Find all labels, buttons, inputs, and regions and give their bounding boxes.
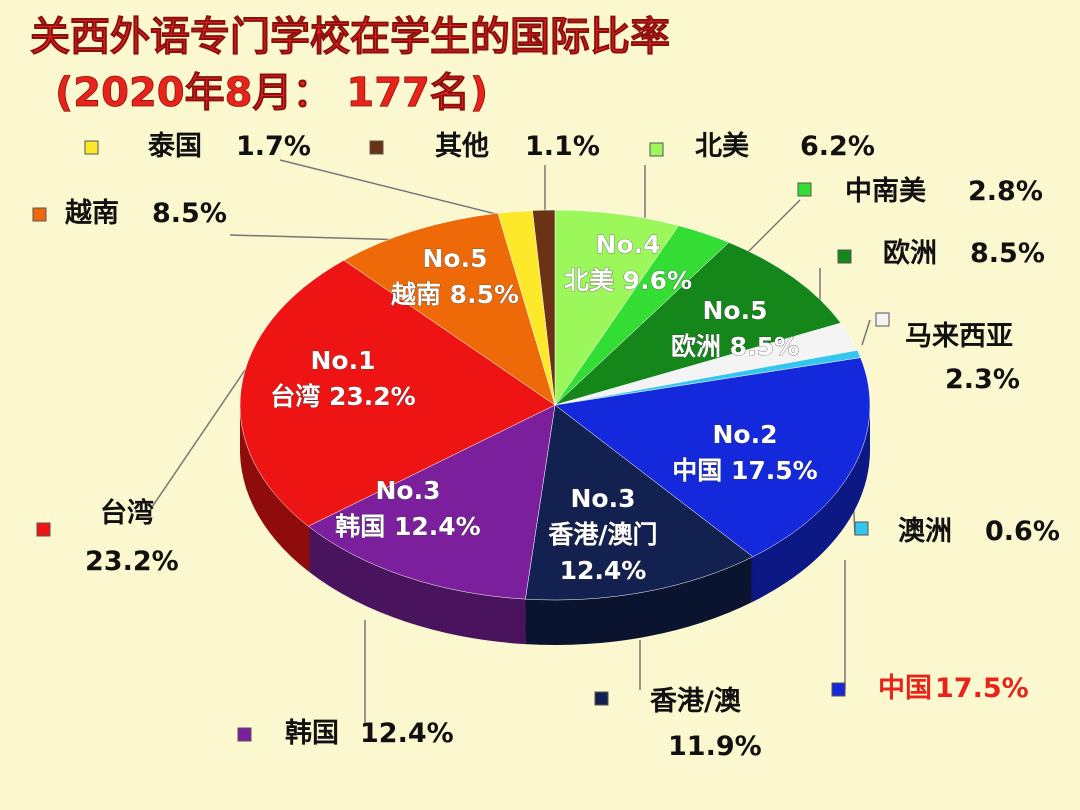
slice-value-label: 17.5% — [935, 673, 1029, 704]
inner-label: No.2 — [713, 420, 778, 449]
legend-marker — [649, 142, 664, 157]
inner-label: 台湾 23.2% — [270, 382, 415, 411]
slice-label: 中南美 — [845, 175, 926, 207]
slice-label: 越南 — [65, 198, 119, 229]
slice-label: 欧洲 — [883, 238, 937, 269]
inner-label: No.5 — [423, 244, 488, 273]
slice — [239, 259, 556, 527]
legend-marker — [797, 182, 812, 197]
slice — [554, 357, 871, 558]
slice — [554, 242, 842, 406]
slice-value-label: 6.2% — [800, 131, 875, 162]
legend-marker — [237, 727, 252, 742]
slice-value-label: 8.5% — [152, 198, 227, 229]
slice — [307, 404, 556, 600]
pie — [239, 209, 871, 645]
inner-label: No.1 — [311, 346, 376, 375]
inner-label: No.3 — [376, 476, 441, 505]
legend-marker — [36, 522, 51, 537]
slice-value-label: 11.9% — [668, 731, 762, 762]
slice-label: 中国 — [878, 673, 932, 704]
slice-value-label: 0.6% — [985, 516, 1060, 547]
slice-label: 台湾 — [100, 497, 154, 529]
slice-label: 北美 — [695, 130, 749, 162]
slice-value-label: 2.8% — [968, 176, 1043, 207]
chart-subtitle: (2020年8月： 177名) — [55, 70, 488, 116]
legend-marker — [32, 207, 47, 222]
inner-label: 韩国 12.4% — [335, 512, 480, 541]
slice — [525, 404, 754, 601]
inner-label: 香港/澳门 — [548, 520, 657, 549]
slice-label: 澳洲 — [898, 516, 952, 547]
slice — [554, 209, 679, 406]
slice — [343, 212, 556, 406]
slice-value-label: 8.5% — [970, 238, 1045, 269]
slice-value-label: 23.2% — [85, 546, 179, 577]
slice-value-label: 12.4% — [360, 718, 454, 749]
legend-marker — [875, 312, 890, 327]
slice-value-label: 1.7% — [236, 131, 311, 162]
inner-label: 北美 9.6% — [564, 266, 692, 295]
slice-label: 韩国 — [285, 718, 339, 749]
inner-label: 中国 17.5% — [672, 456, 817, 485]
slice-label: 泰国 — [148, 131, 202, 162]
slice-label: 马来西亚 — [905, 321, 1013, 352]
legend-marker — [84, 140, 99, 155]
slice-value-label: 1.1% — [525, 131, 600, 162]
legend-marker — [854, 521, 869, 536]
inner-label: 12.4% — [560, 556, 647, 585]
legend-marker — [594, 691, 609, 706]
legend-marker — [831, 682, 846, 697]
chart-title: 关西外语专门学校在学生的国际比率 — [30, 14, 670, 60]
slice — [532, 209, 556, 406]
inner-label: 越南 8.5% — [391, 280, 519, 309]
legend-marker — [837, 249, 852, 264]
slice-label: 其他 — [435, 131, 489, 162]
slice-label: 香港/澳 — [650, 686, 742, 717]
inner-label: No.5 — [703, 296, 768, 325]
slice-value-label: 2.3% — [945, 364, 1020, 395]
inner-label: 欧洲 8.5% — [671, 332, 799, 361]
inner-label: No.3 — [571, 484, 636, 513]
legend-marker — [369, 140, 384, 155]
inner-label: No.4 — [596, 230, 661, 259]
